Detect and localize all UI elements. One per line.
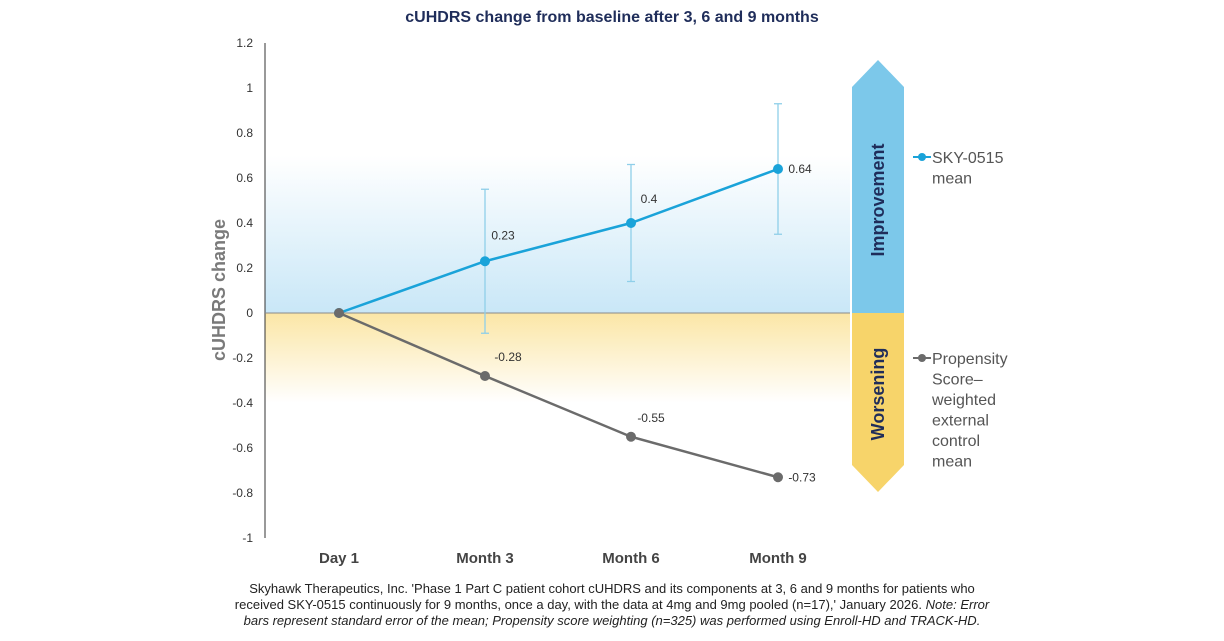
y-tick-label: -0.4 [232,396,253,410]
data-label: -0.55 [637,411,665,425]
data-point [773,164,783,174]
data-point [773,472,783,483]
series-line-1 [338,311,779,479]
y-tick-label: 0.4 [236,216,253,230]
improvement-zone [265,155,850,313]
data-label: -0.73 [788,470,816,484]
y-tick-label: 0.8 [236,126,253,140]
y-tick-label: -0.6 [232,441,253,455]
data-point [626,218,636,228]
worsening-arrow [852,313,904,492]
legend-marker-0 [918,153,926,161]
y-tick-label: 0.6 [236,171,253,185]
series-line-0 [338,167,779,315]
data-label: 0.4 [641,192,658,206]
data-point [480,256,490,267]
y-tick-label: 1 [246,81,253,95]
y-tick-label: 0.2 [236,261,253,275]
legend-label: mean [932,454,972,471]
caption-line-2-italic: Note: Error [925,597,990,612]
improvement-arrow [852,60,904,313]
improvement-label: Improvement [868,143,888,256]
legend-label: Score– [932,372,983,389]
caption-line-2-plain: received SKY-0515 continuously for 9 mon… [234,597,923,612]
data-point [334,308,344,318]
legend-label: mean [932,171,972,188]
legend-label: external [932,413,989,430]
chart-title: cUHDRS change from baseline after 3, 6 a… [405,9,819,26]
data-label: -0.28 [494,350,522,364]
chart-caption: Skyhawk Therapeutics, Inc. 'Phase 1 Part… [150,581,1074,629]
legend-label: Propensity [932,351,1008,368]
data-label: 0.64 [788,162,812,176]
y-tick-label: -0.2 [232,351,253,365]
legend-label: SKY-0515 [932,150,1004,167]
y-axis-label: cUHDRS change [209,219,229,361]
worsening-zone [265,313,850,403]
y-tick-label: -1 [242,531,253,545]
y-tick-label: 1.2 [236,36,253,50]
data-label: 0.23 [491,228,515,242]
legend-label: weighted [931,392,996,409]
chart: cUHDRS change from baseline after 3, 6 a… [209,9,1008,567]
caption-line-2: received SKY-0515 continuously for 9 mon… [150,597,1074,613]
x-tick-label: Month 6 [602,550,660,567]
caption-line-3: bars represent standard error of the mea… [150,613,1074,629]
x-tick-label: Day 1 [319,550,359,567]
worsening-label: Worsening [868,348,888,441]
legend-marker-1 [918,354,926,362]
data-point [626,431,636,442]
x-tick-label: Month 3 [456,550,514,567]
caption-line-1: Skyhawk Therapeutics, Inc. 'Phase 1 Part… [249,581,975,596]
legend-label: control [932,433,980,450]
y-tick-label: 0 [246,306,253,320]
caption-line-3-italic: bars represent standard error of the mea… [243,613,981,628]
data-point [480,371,490,381]
y-tick-label: -0.8 [232,486,253,500]
x-tick-label: Month 9 [749,550,807,567]
